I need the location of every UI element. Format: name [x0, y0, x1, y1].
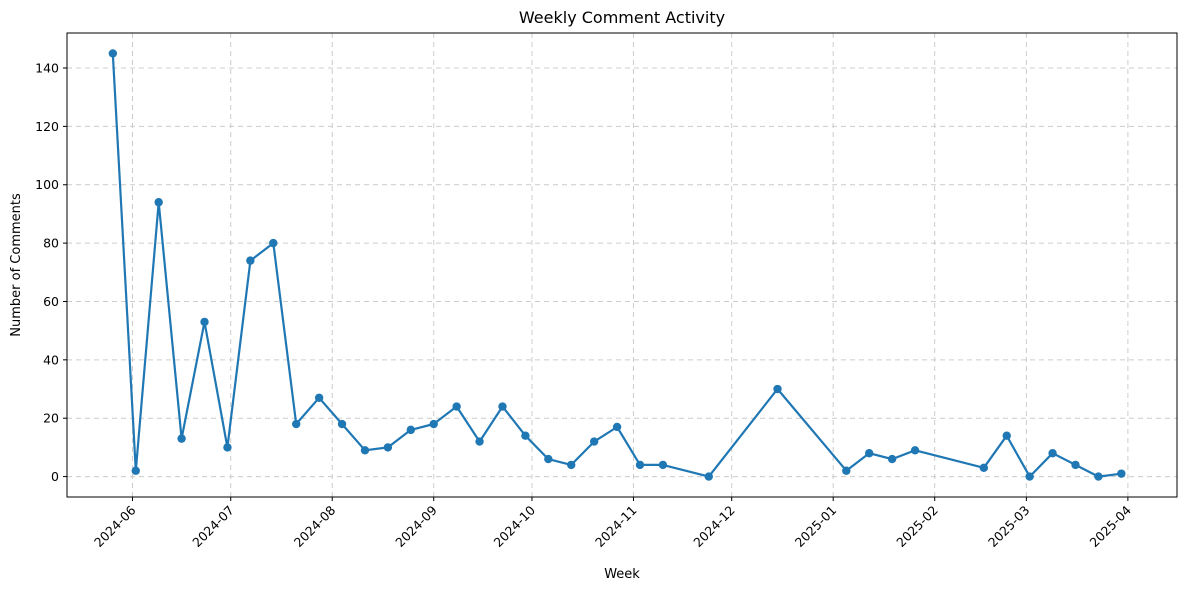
- data-point: [498, 402, 507, 411]
- y-tick-label: 140: [35, 61, 59, 76]
- data-point: [612, 422, 622, 432]
- y-tick-label: 20: [43, 411, 59, 426]
- x-tick-label: 2025-01: [792, 503, 840, 551]
- y-tick-label: 120: [35, 119, 59, 134]
- x-tick-label: 2024-09: [392, 502, 440, 550]
- chart-title: Weekly Comment Activity: [519, 8, 725, 27]
- y-tick-label: 80: [43, 236, 59, 251]
- data-point: [658, 460, 668, 470]
- data-point: [337, 419, 347, 429]
- y-tick-label: 60: [43, 294, 59, 309]
- data-point: [887, 454, 897, 464]
- data-point: [452, 402, 461, 411]
- data-point: [177, 434, 186, 443]
- data-point: [1002, 431, 1011, 440]
- data-point: [292, 419, 301, 429]
- x-tick-label: 2024-07: [189, 503, 237, 551]
- x-axis: 2024-06 2024-07 2024-08 2024-09 2024-10 2024-…: [91, 497, 1134, 550]
- series-line-layer: [111, 53, 1122, 478]
- series-points-layer: [108, 49, 1126, 481]
- x-tick-label: 2024-08: [291, 502, 339, 550]
- y-axis-label: Number of Comments: [9, 193, 24, 337]
- data-point: [131, 466, 140, 475]
- data-point: [842, 466, 851, 475]
- data-point: [865, 449, 874, 458]
- data-point: [773, 384, 782, 394]
- data-point: [246, 256, 255, 265]
- data-point: [200, 317, 209, 327]
- y-tick-label: 40: [43, 352, 59, 367]
- x-tick-label: 2025-02: [893, 503, 941, 551]
- data-point: [1025, 472, 1034, 481]
- plot-frame: [66, 32, 1178, 498]
- data-point: [360, 446, 370, 455]
- data-point: [1048, 449, 1057, 458]
- data-point: [154, 198, 163, 207]
- data-point: [223, 443, 232, 452]
- x-tick-label: 2024-10: [491, 502, 539, 550]
- y-tick-label: 100: [35, 177, 59, 192]
- y-axis: 0 20 40 60 80 100 120 140: [35, 61, 67, 484]
- data-point: [1071, 460, 1080, 470]
- x-tick-label: 2025-04: [1086, 502, 1134, 550]
- x-tick-label: 2024-11: [592, 503, 640, 551]
- data-point: [704, 472, 713, 481]
- data-point: [910, 446, 920, 455]
- data-point: [544, 454, 553, 464]
- data-point: [589, 437, 599, 446]
- data-point: [979, 463, 989, 473]
- data-point: [1117, 469, 1126, 478]
- series-line: [111, 53, 1122, 478]
- x-tick-label: 2024-06: [91, 502, 139, 550]
- data-point: [475, 437, 484, 446]
- x-tick-label: 2024-12: [690, 503, 738, 551]
- grid-lines: [67, 33, 1177, 497]
- data-point: [521, 431, 530, 440]
- data-point: [406, 425, 416, 435]
- x-tick-label: 2025-03: [985, 503, 1033, 551]
- data-point: [635, 460, 645, 470]
- data-point: [567, 460, 576, 470]
- data-point: [269, 238, 278, 248]
- data-point: [314, 393, 324, 402]
- x-axis-label: Week: [604, 567, 640, 582]
- data-point: [429, 419, 438, 429]
- data-point: [1094, 472, 1103, 481]
- y-tick-label: 0: [51, 469, 59, 484]
- data-point: [108, 49, 118, 58]
- data-point: [383, 443, 393, 452]
